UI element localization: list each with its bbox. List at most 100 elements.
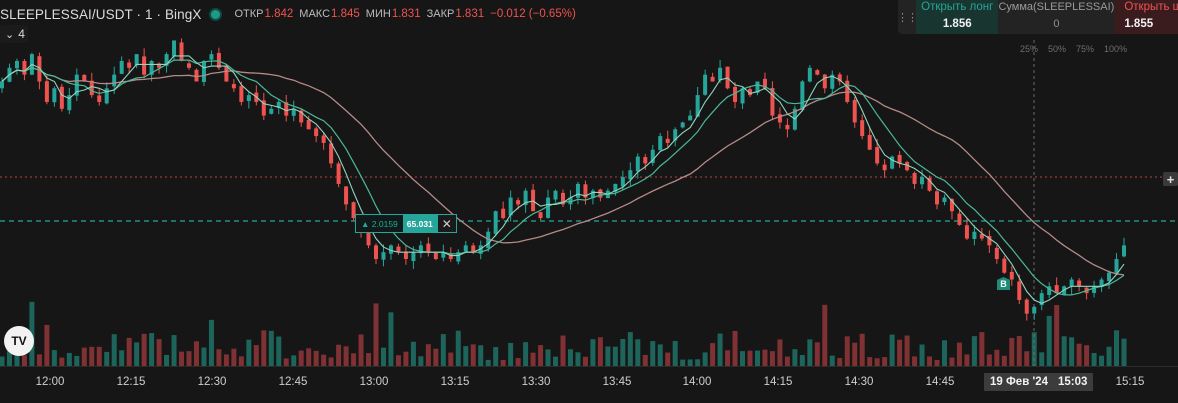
close-position-icon[interactable]: ✕ bbox=[436, 215, 456, 232]
amount-field[interactable]: Сумма(SLEEPLESSAI) 0 bbox=[998, 0, 1114, 34]
candle-body bbox=[37, 56, 42, 82]
volume-bar bbox=[358, 334, 364, 366]
candle-body bbox=[471, 245, 476, 253]
candle-body bbox=[396, 246, 401, 253]
candle-body bbox=[314, 128, 319, 137]
candle-body bbox=[561, 192, 565, 205]
volume-bar bbox=[21, 355, 27, 366]
candle-body bbox=[403, 251, 408, 260]
volume-bar bbox=[141, 333, 147, 366]
indicators-toggle-button[interactable]: ⌄ 4 bbox=[0, 25, 28, 43]
volume-bar bbox=[1046, 315, 1052, 366]
volume-bar bbox=[919, 344, 925, 366]
candle-body bbox=[344, 186, 349, 205]
candle-body bbox=[650, 149, 655, 164]
candle-body bbox=[216, 52, 221, 68]
candle-body bbox=[231, 84, 236, 89]
volume-bar bbox=[956, 342, 962, 366]
candle-body bbox=[807, 67, 812, 82]
candle-body bbox=[351, 202, 356, 219]
candle-body bbox=[1032, 306, 1037, 314]
position-label[interactable]: ▲ 2.0159 65.031 ✕ bbox=[355, 214, 457, 233]
candle-body bbox=[1114, 259, 1119, 273]
open-value: 1.842 bbox=[264, 8, 294, 20]
time-tick: 14:15 bbox=[763, 376, 793, 388]
volume-bar bbox=[66, 352, 72, 366]
volume-bar bbox=[986, 354, 992, 366]
volume-bar bbox=[238, 356, 244, 366]
candle-body bbox=[1069, 279, 1074, 287]
candle-body bbox=[575, 183, 580, 198]
volume-bar bbox=[1091, 352, 1097, 366]
candle-body bbox=[1002, 258, 1007, 273]
volume-bar bbox=[149, 333, 155, 366]
horizontal-lines bbox=[0, 40, 1178, 366]
volume-bar bbox=[51, 350, 57, 366]
chevron-down-icon: ⌄ bbox=[5, 28, 15, 41]
candle-body bbox=[680, 122, 685, 128]
candle-body bbox=[209, 54, 214, 60]
percent-100-button[interactable]: 100% bbox=[1104, 44, 1128, 54]
candle-body bbox=[112, 74, 117, 87]
candlesticks bbox=[0, 38, 1126, 321]
percent-75-button[interactable]: 75% bbox=[1076, 44, 1095, 54]
candle-body bbox=[426, 243, 431, 253]
volume-bar bbox=[642, 354, 648, 366]
candle-body bbox=[822, 74, 827, 89]
candle-body bbox=[897, 154, 902, 164]
candle-body bbox=[777, 114, 782, 123]
candle-body bbox=[890, 156, 895, 169]
drag-handle-icon[interactable]: ⋮⋮ bbox=[897, 11, 918, 24]
candle-body bbox=[224, 65, 229, 82]
volume-bar bbox=[306, 348, 312, 366]
symbol-title[interactable]: SLEEPLESSAI/USDT · 1 · BingX bbox=[0, 7, 201, 22]
volume-bar bbox=[807, 339, 813, 366]
price-chart[interactable] bbox=[0, 0, 1178, 366]
ma-fast-line bbox=[1, 55, 1125, 305]
volume-bar bbox=[201, 347, 207, 366]
volume-bar bbox=[433, 348, 439, 366]
volume-bar bbox=[710, 343, 716, 366]
volume-bar bbox=[620, 338, 626, 366]
volume-bar bbox=[448, 352, 454, 366]
volume-bar bbox=[418, 356, 424, 366]
volume-bar bbox=[784, 356, 790, 366]
percent-options: 25% 50% 75% 100% bbox=[1020, 44, 1127, 54]
percent-25-button[interactable]: 25% bbox=[1020, 44, 1039, 54]
candle-body bbox=[598, 189, 603, 198]
trade-panel: ⋮⋮ Открыть лонг 1.856 Сумма(SLEEPLESSAI)… bbox=[897, 0, 1178, 34]
time-axis[interactable]: 12:00 12:15 12:30 12:45 13:00 13:15 13:3… bbox=[0, 366, 1178, 403]
candle-body bbox=[643, 157, 648, 164]
candle-body bbox=[134, 54, 139, 66]
volume-bar bbox=[874, 358, 880, 366]
volume-bar bbox=[702, 352, 708, 366]
volume-bar bbox=[351, 353, 357, 366]
candle-body bbox=[867, 134, 872, 150]
add-order-button[interactable]: + bbox=[1163, 172, 1178, 187]
volume-bar bbox=[261, 330, 267, 366]
volume-bar bbox=[680, 359, 686, 366]
volume-bar bbox=[949, 357, 955, 366]
candle-body bbox=[523, 190, 528, 206]
open-long-button[interactable]: Открыть лонг 1.856 bbox=[916, 0, 999, 34]
candle-body bbox=[755, 81, 760, 93]
candle-body bbox=[284, 102, 289, 116]
volume-bar bbox=[328, 357, 334, 366]
open-short-button[interactable]: Открыть шорт 1.855 bbox=[1114, 0, 1178, 34]
candle-body bbox=[927, 177, 932, 191]
candle-body bbox=[388, 245, 393, 254]
candle-body bbox=[67, 95, 72, 111]
open-label: ОТКР bbox=[234, 8, 264, 20]
volume-bar bbox=[1084, 345, 1090, 366]
candle-body bbox=[762, 78, 767, 89]
candle-body bbox=[22, 60, 27, 75]
percent-50-button[interactable]: 50% bbox=[1048, 44, 1067, 54]
candle-body bbox=[463, 245, 468, 252]
volume-bar bbox=[971, 336, 977, 366]
time-tick: 13:45 bbox=[602, 376, 632, 388]
volume-bar bbox=[1054, 305, 1060, 366]
volume-bar bbox=[882, 357, 888, 366]
volume-bar bbox=[463, 346, 469, 366]
candle-body bbox=[381, 252, 386, 260]
volume-bar bbox=[36, 354, 42, 366]
